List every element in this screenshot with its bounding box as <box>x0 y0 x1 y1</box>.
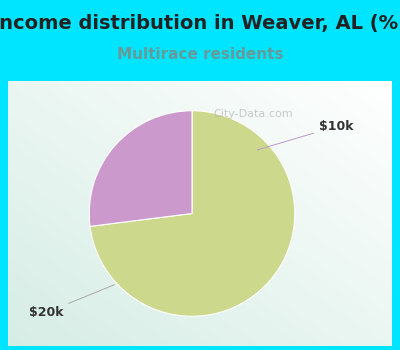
Wedge shape <box>90 111 295 316</box>
Wedge shape <box>89 111 192 226</box>
Text: City-Data.com: City-Data.com <box>214 109 293 119</box>
Text: Multirace residents: Multirace residents <box>117 47 283 62</box>
Text: Income distribution in Weaver, AL (%): Income distribution in Weaver, AL (%) <box>0 14 400 33</box>
Text: $20k: $20k <box>29 285 114 319</box>
Text: $10k: $10k <box>258 120 354 150</box>
